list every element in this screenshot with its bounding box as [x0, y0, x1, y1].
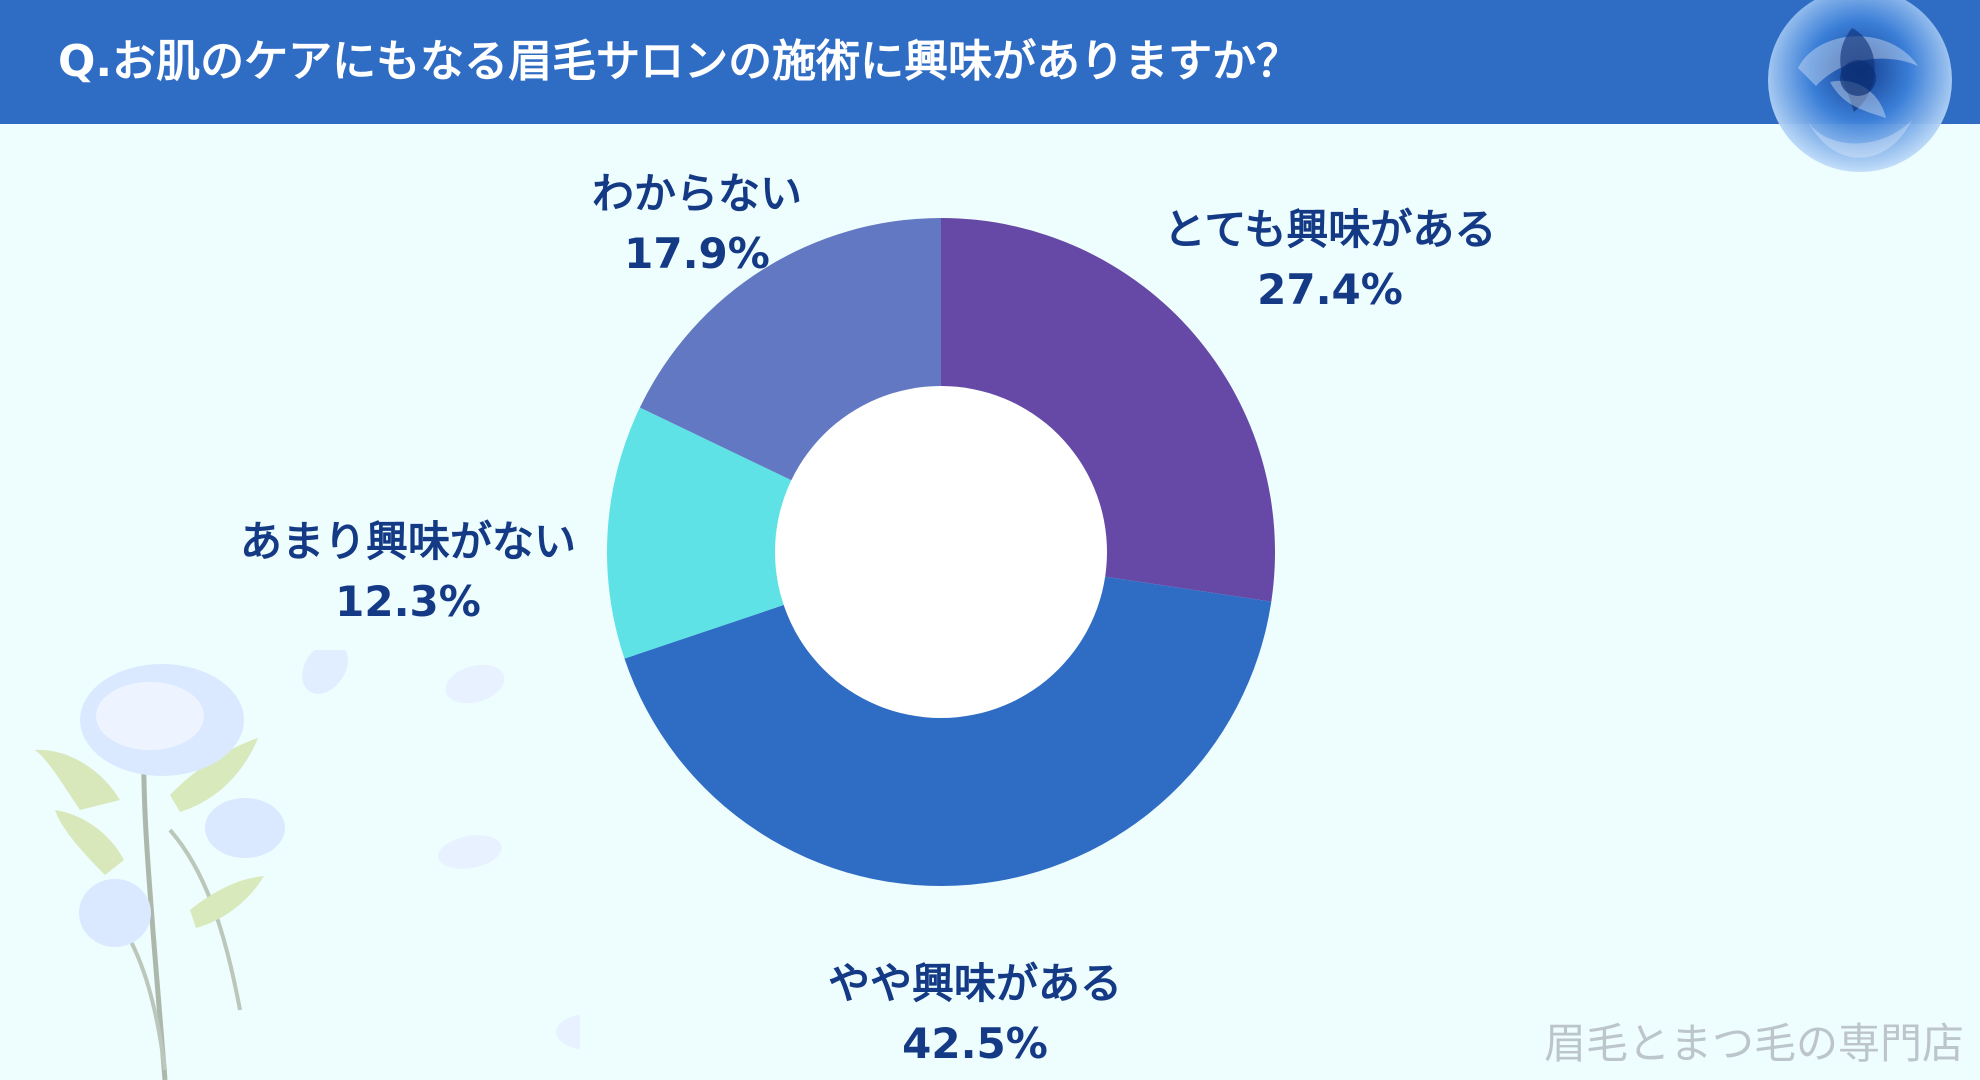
label-name: とても興味がある [1163, 205, 1497, 254]
label-value: 12.3% [335, 577, 481, 626]
chart-title: Q.お肌のケアにもなる眉毛サロンの施術に興味がありますか？ [58, 36, 1301, 87]
blue-rose-branch-icon [35, 650, 580, 1080]
slice-1 [624, 552, 1272, 887]
label-value: 27.4% [1257, 265, 1403, 314]
label-name: わからない [591, 169, 803, 218]
label-somewhat-interested: やや興味がある 42.5% [828, 954, 1122, 1074]
watermark-text: 眉毛とまつ毛の専門店 [1543, 1019, 1964, 1068]
blue-rose-icon [1768, 0, 1952, 172]
label-not-very-interested: あまり興味がない 12.3% [240, 512, 576, 632]
label-very-interested: とても興味がある 27.4% [1164, 200, 1497, 320]
label-name: あまり興味がない [239, 517, 577, 566]
label-value: 17.9% [624, 229, 770, 278]
title-bar: Q.お肌のケアにもなる眉毛サロンの施術に興味がありますか？ [0, 0, 1980, 124]
donut-hole [775, 386, 1107, 718]
label-value: 42.5% [902, 1019, 1048, 1068]
slice-2 [607, 407, 941, 659]
label-name: やや興味がある [827, 959, 1123, 1008]
label-unknown: わからない 17.9% [592, 164, 802, 284]
